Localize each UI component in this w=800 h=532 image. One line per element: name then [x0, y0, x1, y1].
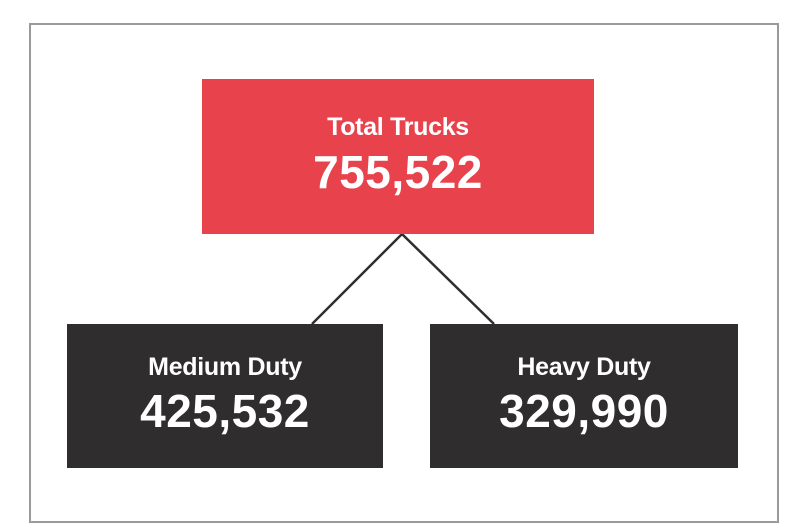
connector-to-medium — [311, 233, 403, 325]
heavy-duty-label: Heavy Duty — [517, 352, 651, 381]
connector-to-heavy — [401, 233, 495, 325]
total-trucks-label: Total Trucks — [327, 113, 469, 142]
total-trucks-value: 755,522 — [313, 145, 483, 198]
medium-duty-value: 425,532 — [140, 385, 310, 438]
total-trucks-box: Total Trucks 755,522 — [202, 79, 594, 234]
medium-duty-box: Medium Duty 425,532 — [67, 324, 383, 468]
medium-duty-label: Medium Duty — [148, 352, 302, 381]
heavy-duty-value: 329,990 — [499, 385, 669, 438]
heavy-duty-box: Heavy Duty 329,990 — [430, 324, 738, 468]
